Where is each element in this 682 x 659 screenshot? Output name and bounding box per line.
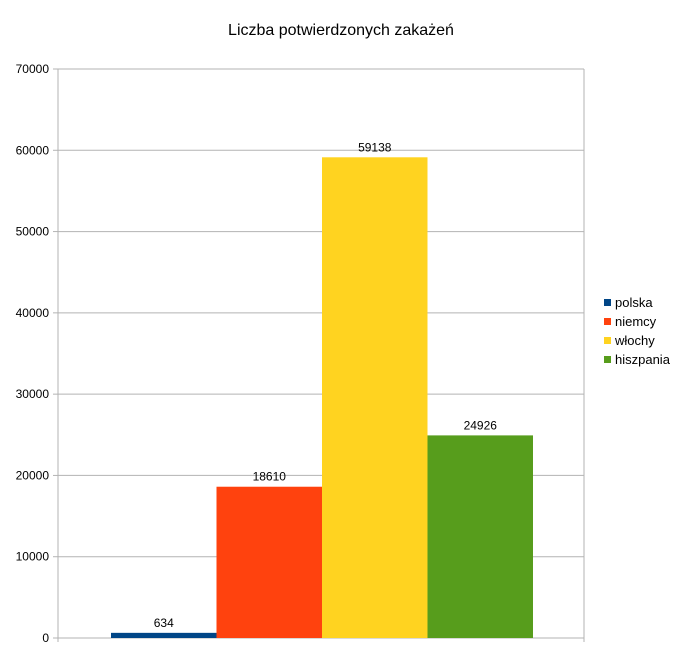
axes — [57, 69, 585, 642]
bar-hiszpania — [427, 435, 533, 638]
y-tick-label: 30000 — [16, 387, 50, 401]
data-label-polska: 634 — [154, 616, 174, 630]
bar-włochy — [322, 157, 428, 638]
legend-swatch — [604, 299, 611, 306]
bar-polska — [111, 632, 217, 638]
y-tick-label: 40000 — [16, 306, 50, 320]
legend-swatch — [604, 356, 611, 363]
data-label-niemcy: 18610 — [253, 470, 287, 484]
y-tick-label: 50000 — [16, 225, 50, 239]
y-axis-ticks: 0 10000 20000 30000 40000 50000 60000 70000 — [16, 62, 58, 645]
legend-item-polska: polska — [604, 293, 670, 312]
legend-label: niemcy — [615, 314, 657, 329]
legend-label: polska — [615, 295, 653, 310]
legend-swatch — [604, 318, 611, 325]
bars — [111, 157, 533, 638]
data-label-hiszpania: 24926 — [464, 418, 498, 432]
legend: polska niemcy włochy hiszpania — [604, 293, 670, 369]
y-tick-label: 0 — [42, 631, 49, 645]
y-tick-label: 60000 — [16, 143, 50, 157]
y-tick-label: 70000 — [16, 62, 50, 76]
legend-item-hiszpania: hiszpania — [604, 350, 670, 369]
chart-title: Liczba potwierdzonych zakażeń — [228, 22, 454, 39]
legend-item-niemcy: niemcy — [604, 312, 670, 331]
bar-niemcy — [216, 486, 322, 638]
y-tick-label: 20000 — [16, 468, 50, 482]
legend-item-włochy: włochy — [604, 331, 670, 350]
legend-swatch — [604, 337, 611, 344]
y-tick-label: 10000 — [16, 550, 50, 564]
data-label-włochy: 59138 — [358, 140, 392, 154]
data-labels: 634 18610 59138 24926 — [154, 140, 498, 630]
legend-label: włochy — [615, 333, 655, 348]
legend-label: hiszpania — [615, 352, 670, 367]
